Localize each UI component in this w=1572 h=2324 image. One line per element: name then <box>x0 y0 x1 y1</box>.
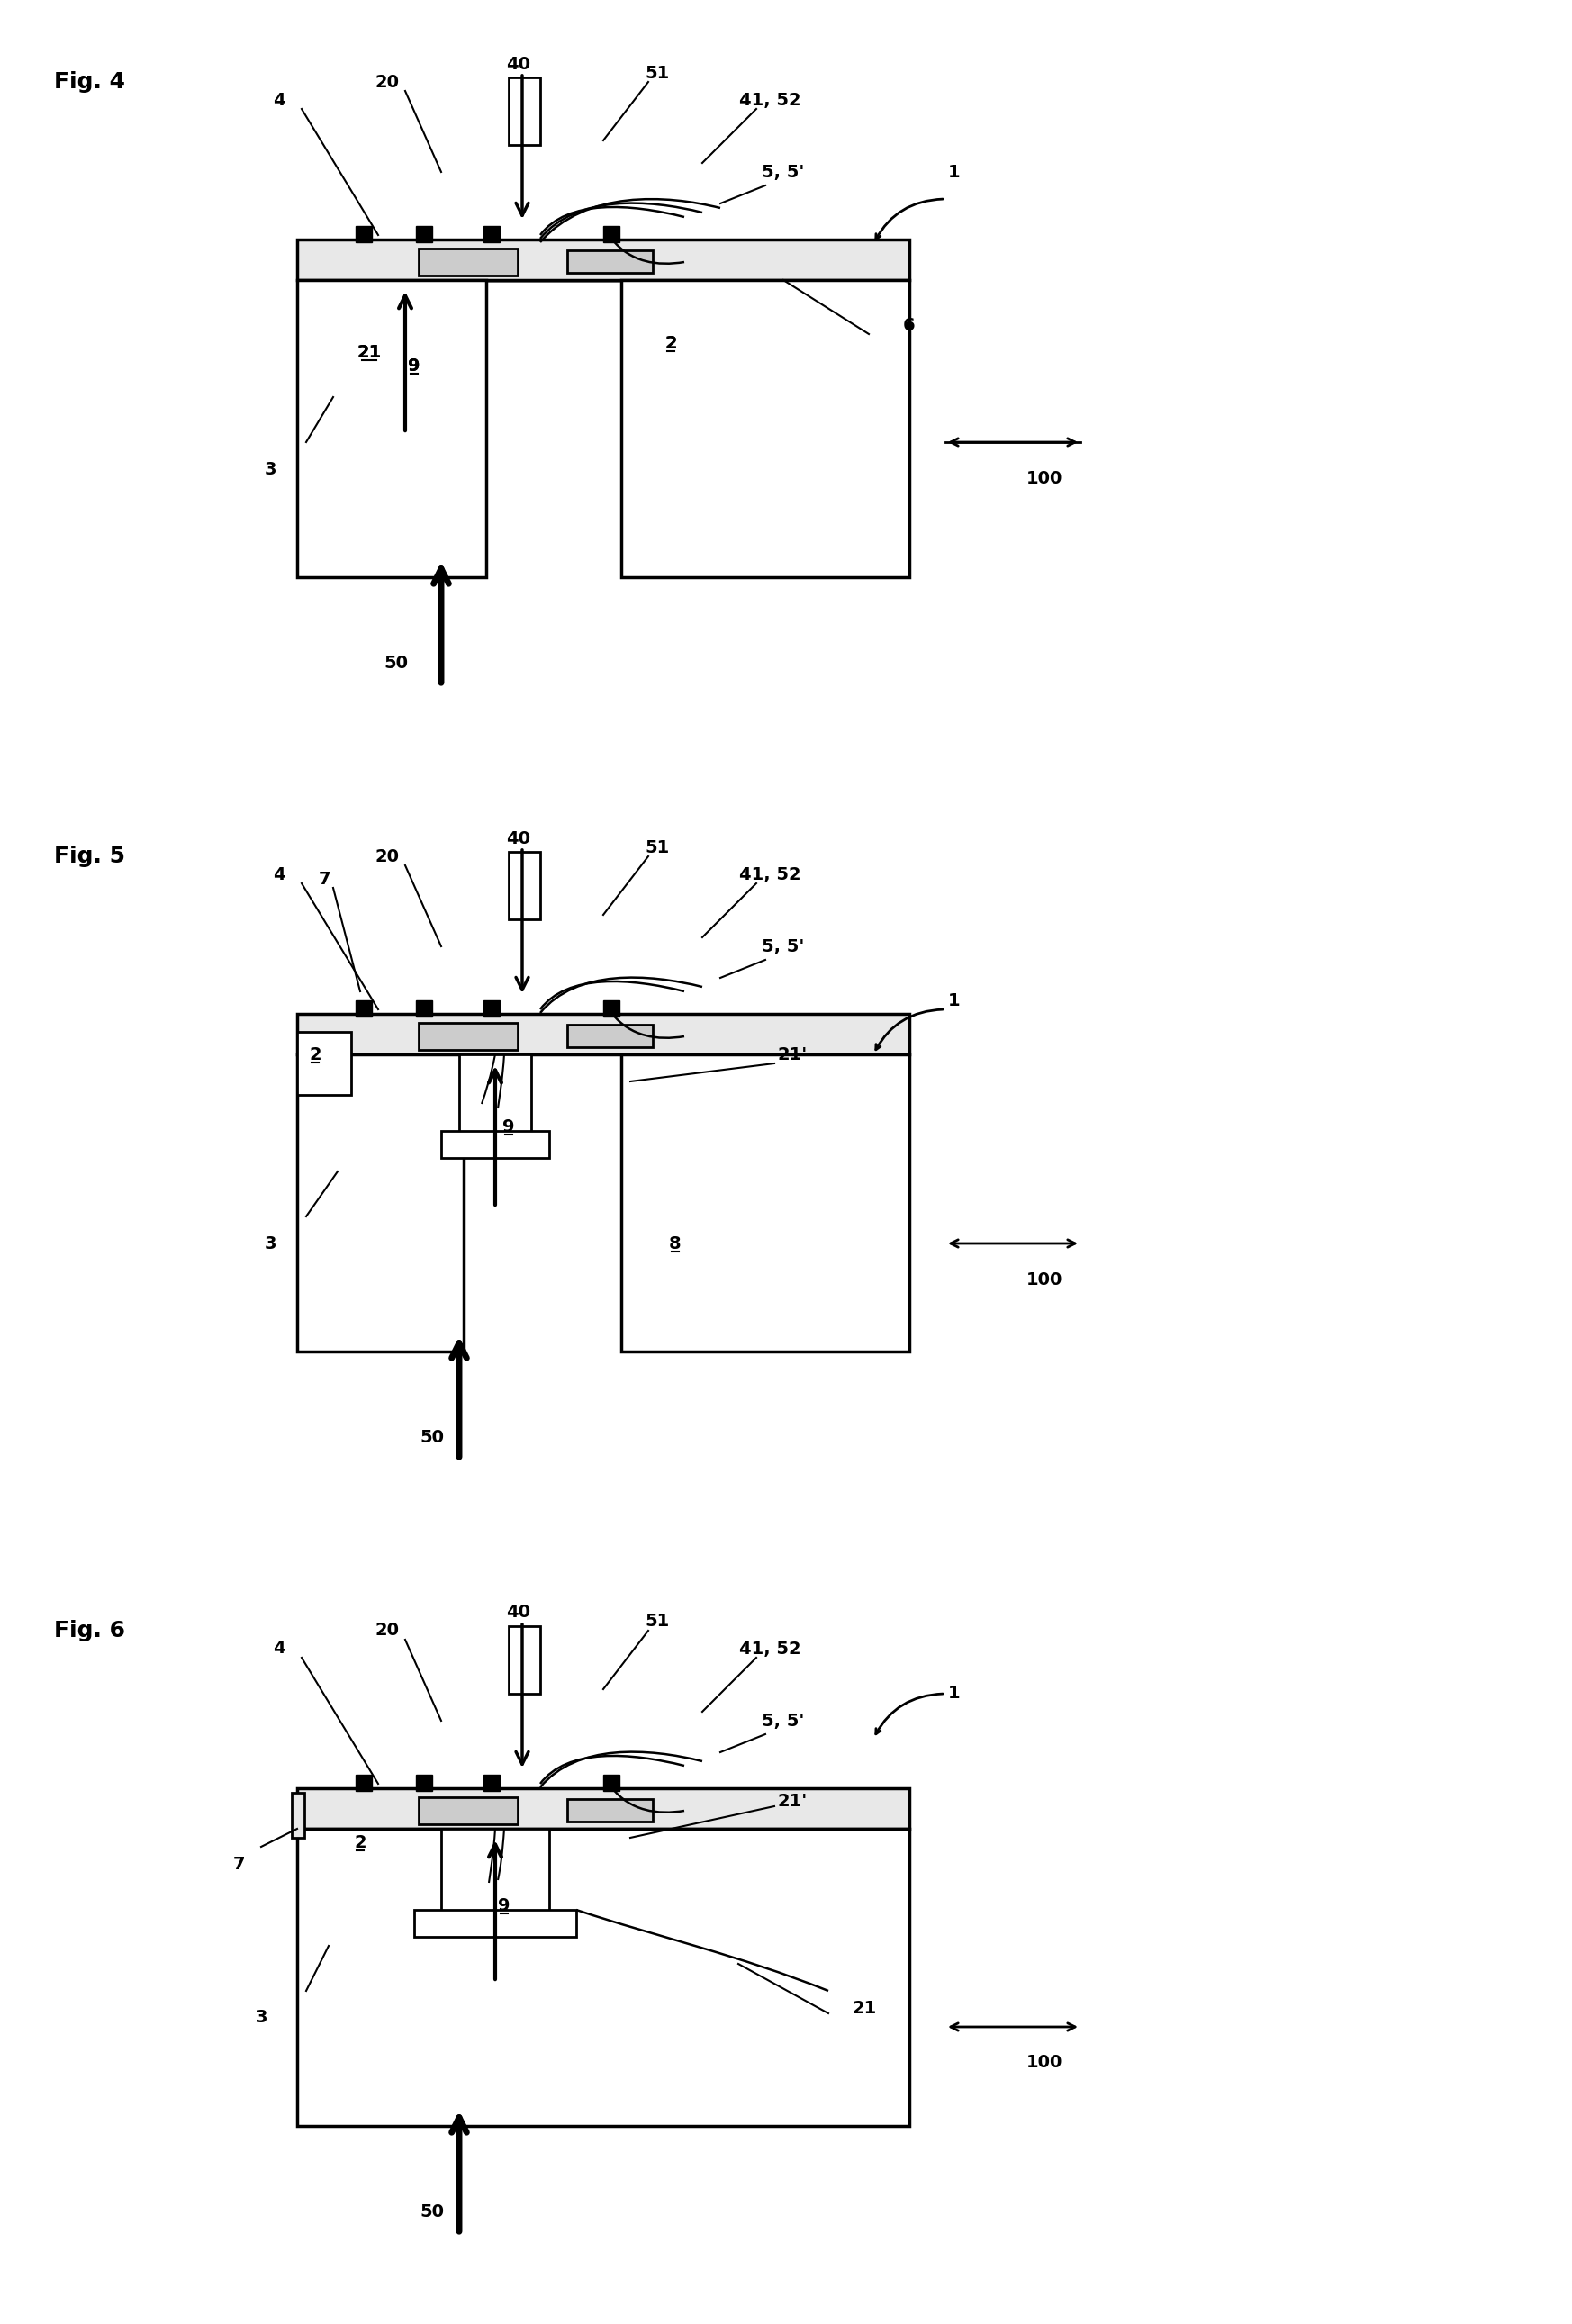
Bar <box>297 1787 909 1829</box>
Text: 20: 20 <box>376 848 399 865</box>
Text: 50: 50 <box>420 2203 445 2219</box>
Text: 3: 3 <box>264 1234 277 1253</box>
Bar <box>355 1776 373 1792</box>
Text: 5, 5': 5, 5' <box>762 1713 805 1729</box>
Text: 6: 6 <box>904 316 915 335</box>
Bar <box>442 1829 549 1920</box>
Text: 100: 100 <box>1027 469 1063 486</box>
Bar <box>417 1776 432 1792</box>
Bar <box>418 1023 517 1050</box>
Text: 4: 4 <box>274 1641 285 1657</box>
Bar <box>417 999 432 1016</box>
Text: 100: 100 <box>1027 1271 1063 1287</box>
Text: 2: 2 <box>310 1046 321 1062</box>
Text: 1: 1 <box>948 163 960 181</box>
Text: 2: 2 <box>665 335 678 351</box>
Text: 40: 40 <box>506 56 531 72</box>
Bar <box>567 1025 652 1048</box>
Bar <box>621 279 909 576</box>
Text: 21: 21 <box>357 344 382 360</box>
Text: 41, 52: 41, 52 <box>739 1641 800 1657</box>
Text: 51: 51 <box>645 1613 670 1629</box>
Text: 8: 8 <box>670 1234 681 1253</box>
Bar <box>292 1792 305 1838</box>
Text: 20: 20 <box>376 74 399 91</box>
Text: 7: 7 <box>233 1857 245 1873</box>
Bar <box>567 1799 652 1822</box>
Text: 1: 1 <box>948 992 960 1009</box>
Bar <box>567 251 652 272</box>
Text: 21: 21 <box>852 2001 877 2017</box>
Text: 51: 51 <box>645 65 670 81</box>
Bar <box>604 225 619 242</box>
Bar <box>621 1055 909 1353</box>
Text: 21': 21' <box>777 1794 808 1810</box>
Bar <box>297 1032 351 1095</box>
Bar <box>459 1055 531 1136</box>
Text: 9: 9 <box>503 1118 514 1134</box>
Text: 21: 21 <box>357 344 382 360</box>
Text: 50: 50 <box>420 1429 445 1446</box>
Text: 40: 40 <box>506 1604 531 1622</box>
Bar <box>355 999 373 1016</box>
Bar <box>297 239 909 279</box>
Bar <box>418 1796 517 1824</box>
Bar <box>604 999 619 1016</box>
Bar <box>413 1910 577 1936</box>
Bar <box>484 1776 500 1792</box>
Text: 20: 20 <box>376 1622 399 1638</box>
Bar <box>417 225 432 242</box>
Bar <box>484 225 500 242</box>
Bar <box>509 853 541 920</box>
Text: 51: 51 <box>645 839 670 855</box>
Text: 5, 5': 5, 5' <box>762 163 805 181</box>
Text: 1: 1 <box>948 1685 960 1701</box>
Text: 41, 52: 41, 52 <box>739 867 800 883</box>
Text: 9: 9 <box>409 358 420 374</box>
Text: 21': 21' <box>777 1046 808 1062</box>
Text: 9: 9 <box>498 1896 511 1915</box>
Bar <box>418 249 517 277</box>
Text: Fig. 4: Fig. 4 <box>53 72 126 93</box>
Bar <box>604 1776 619 1792</box>
Text: 2: 2 <box>354 1834 366 1850</box>
Text: 9: 9 <box>409 358 420 374</box>
Bar <box>442 1132 549 1157</box>
Bar <box>297 1055 464 1353</box>
Bar <box>297 1013 909 1055</box>
Text: 4: 4 <box>274 867 285 883</box>
Text: Fig. 6: Fig. 6 <box>53 1620 126 1641</box>
Text: 7: 7 <box>318 869 330 888</box>
Bar <box>355 225 373 242</box>
Text: Fig. 5: Fig. 5 <box>53 846 126 867</box>
Text: 3: 3 <box>255 2010 267 2027</box>
Bar <box>509 1627 541 1694</box>
Bar <box>297 1829 909 2126</box>
Bar <box>484 999 500 1016</box>
Text: 41, 52: 41, 52 <box>739 91 800 109</box>
Text: 50: 50 <box>384 653 409 672</box>
Text: 100: 100 <box>1027 2054 1063 2071</box>
Bar <box>297 279 486 576</box>
Text: 3: 3 <box>264 460 277 479</box>
Text: 2: 2 <box>665 335 678 351</box>
Text: 5, 5': 5, 5' <box>762 939 805 955</box>
Text: 40: 40 <box>506 830 531 846</box>
Text: 4: 4 <box>274 91 285 109</box>
Bar <box>509 77 541 144</box>
